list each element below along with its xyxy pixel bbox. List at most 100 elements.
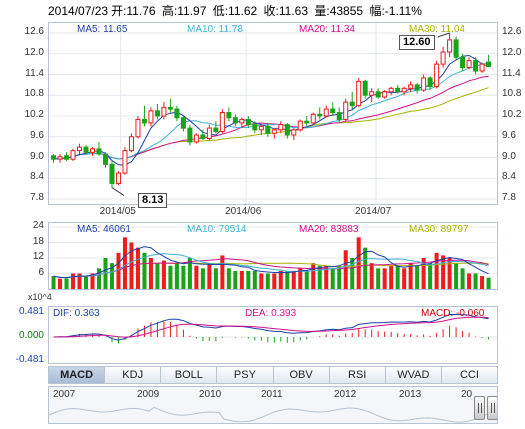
timeline-left-handle[interactable] xyxy=(474,396,485,420)
volume-bar[interactable] xyxy=(480,276,485,289)
candle[interactable] xyxy=(336,107,342,123)
candle[interactable] xyxy=(83,145,89,155)
candle[interactable] xyxy=(349,91,355,110)
candle[interactable] xyxy=(245,116,251,129)
candle[interactable] xyxy=(96,141,102,156)
candle[interactable] xyxy=(375,88,381,99)
tab-kdj[interactable]: KDJ xyxy=(105,367,162,383)
volume-bar[interactable] xyxy=(51,276,56,289)
tab-psy[interactable]: PSY xyxy=(217,367,274,383)
candle[interactable] xyxy=(395,84,401,94)
candle[interactable] xyxy=(369,88,375,103)
volume-bar[interactable] xyxy=(324,265,329,289)
volume-bar[interactable] xyxy=(291,270,296,289)
volume-bar[interactable] xyxy=(259,273,264,290)
candle[interactable] xyxy=(440,46,446,68)
volume-bar[interactable] xyxy=(421,258,426,289)
volume-bar[interactable] xyxy=(363,247,368,289)
volume-bar[interactable] xyxy=(207,263,212,289)
volume-bar[interactable] xyxy=(155,263,160,289)
volume-bar[interactable] xyxy=(434,252,439,289)
volume-bar[interactable] xyxy=(486,277,491,289)
candle[interactable] xyxy=(187,124,193,146)
candle[interactable] xyxy=(356,77,362,108)
candle[interactable] xyxy=(434,60,440,89)
candle[interactable] xyxy=(128,133,134,153)
volume-bar[interactable] xyxy=(473,273,478,290)
candle[interactable] xyxy=(115,171,121,186)
volume-bar[interactable] xyxy=(168,265,173,289)
volume-bar[interactable] xyxy=(71,273,76,290)
volume-bar[interactable] xyxy=(304,270,309,289)
volume-bar[interactable] xyxy=(174,263,179,289)
volume-bar[interactable] xyxy=(226,268,231,289)
volume-bar[interactable] xyxy=(343,250,348,289)
candle[interactable] xyxy=(304,116,310,127)
volume-bar[interactable] xyxy=(337,265,342,289)
candle[interactable] xyxy=(401,86,407,96)
candle[interactable] xyxy=(102,152,108,168)
candle[interactable] xyxy=(414,83,420,94)
volume-bar[interactable] xyxy=(317,265,322,289)
candle[interactable] xyxy=(135,116,141,139)
candle[interactable] xyxy=(89,147,96,156)
candle[interactable] xyxy=(57,154,63,163)
volume-bar[interactable] xyxy=(389,265,394,289)
candle[interactable] xyxy=(453,36,459,61)
candle[interactable] xyxy=(323,105,329,118)
volume-bar[interactable] xyxy=(311,263,316,289)
candle[interactable] xyxy=(271,128,277,139)
candle[interactable] xyxy=(473,57,479,75)
volume-bar[interactable] xyxy=(272,273,277,290)
volume-bar[interactable] xyxy=(233,270,238,289)
candle[interactable] xyxy=(460,53,466,72)
candle[interactable] xyxy=(265,122,271,137)
tab-boll[interactable]: BOLL xyxy=(161,367,218,383)
volume-bar[interactable] xyxy=(58,278,63,289)
candle[interactable] xyxy=(427,76,433,91)
candle[interactable] xyxy=(258,124,264,136)
volume-bar[interactable] xyxy=(447,258,452,289)
volume-bar[interactable] xyxy=(148,258,153,289)
volume-bar[interactable] xyxy=(96,268,102,289)
candle[interactable] xyxy=(382,90,388,99)
volume-bar[interactable] xyxy=(467,273,472,290)
volume-bar[interactable] xyxy=(90,273,95,290)
volume-bar[interactable] xyxy=(187,258,192,289)
volume-bar[interactable] xyxy=(246,270,251,289)
candle[interactable] xyxy=(64,152,70,161)
candle[interactable] xyxy=(167,98,173,113)
volume-bar[interactable] xyxy=(382,268,387,289)
volume-bar[interactable] xyxy=(181,265,186,289)
volume-bar[interactable] xyxy=(454,263,459,289)
candle[interactable] xyxy=(161,102,167,120)
candle[interactable] xyxy=(232,114,238,127)
tab-cci[interactable]: CCI xyxy=(459,369,479,381)
volume-bar[interactable] xyxy=(395,265,400,289)
candle[interactable] xyxy=(388,86,394,96)
volume-bar[interactable] xyxy=(135,247,140,289)
candle[interactable] xyxy=(51,154,57,163)
volume-bar[interactable] xyxy=(350,258,355,289)
candle[interactable] xyxy=(486,54,492,68)
price-chart[interactable] xyxy=(49,23,497,204)
candle[interactable] xyxy=(252,121,258,134)
candle[interactable] xyxy=(284,122,290,139)
candle[interactable] xyxy=(70,148,76,161)
tab-macd[interactable]: MACD xyxy=(49,367,106,383)
macd-chart-panel[interactable]: DIF: 0.363 DEA: 0.393 MACD: -0.060 xyxy=(48,306,498,364)
candle[interactable] xyxy=(174,105,180,122)
candle[interactable] xyxy=(219,109,225,134)
volume-bar[interactable] xyxy=(161,260,166,289)
candle[interactable] xyxy=(343,98,349,122)
volume-bar[interactable] xyxy=(252,270,257,289)
volume-bar[interactable] xyxy=(298,268,303,289)
price-chart-panel[interactable]: MA5: 11.65 MA10: 11.78 MA20: 11.34 MA30:… xyxy=(48,22,498,205)
candle[interactable] xyxy=(206,124,212,141)
volume-chart[interactable] xyxy=(49,223,497,289)
candle[interactable] xyxy=(154,103,160,120)
candle[interactable] xyxy=(297,119,303,132)
candle[interactable] xyxy=(317,107,323,120)
candle[interactable] xyxy=(122,147,128,175)
volume-bar[interactable] xyxy=(428,263,433,289)
